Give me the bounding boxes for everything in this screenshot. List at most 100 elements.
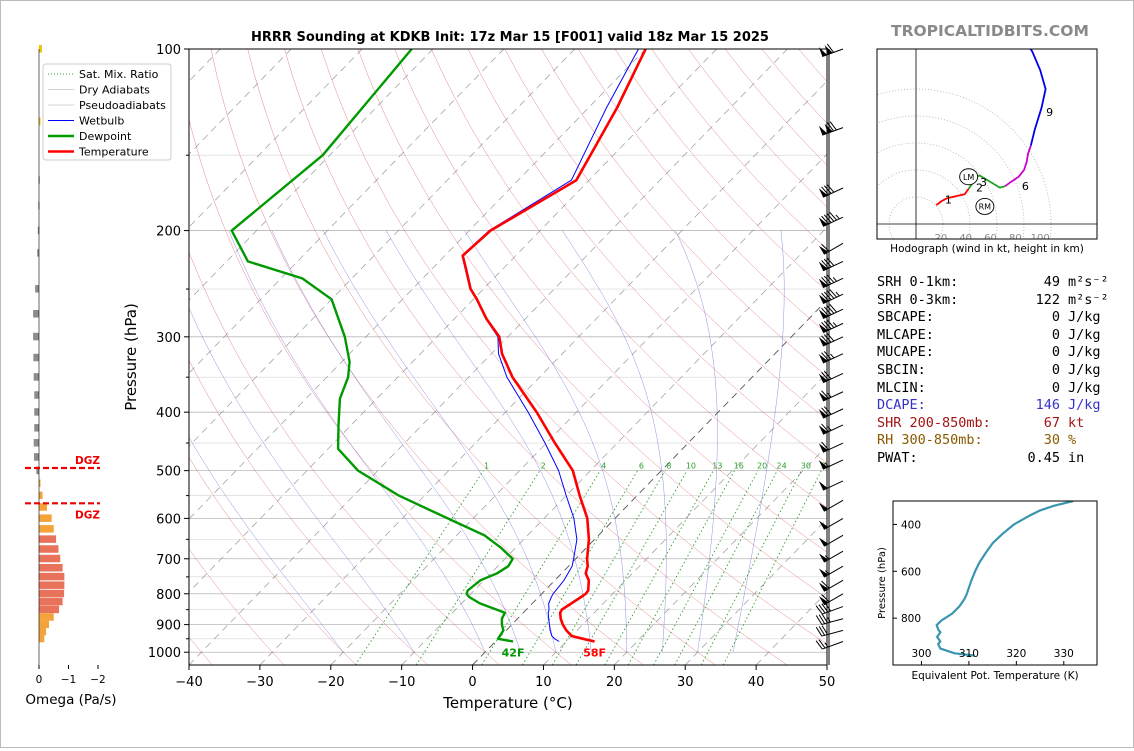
dry-adiabat [189,118,572,665]
barb-staff [823,534,844,547]
barb-full [826,332,835,342]
omega-bar [39,545,59,553]
barb-half [835,291,840,297]
dry-adiabat [504,49,827,420]
wind-barb [818,242,844,255]
stat-value: 0 [1051,379,1060,396]
barb-staff [823,565,844,578]
stat-row: MLCAPE: 0 J/kg [877,327,1109,345]
stat-label: MLCIN: [877,379,926,396]
wind-barb [818,319,844,334]
barb-flag [818,391,828,402]
barb-full [826,274,835,283]
wind-barb [815,639,844,650]
height-label: 3 [980,176,987,189]
omega-bar [39,613,54,621]
stat-value: 0.45 [1027,449,1060,466]
mixing-ratio-line [627,470,735,665]
barb-staff [822,391,844,402]
barb-full [818,626,826,636]
x-tick-label: 0 [468,675,476,690]
omega-bar [39,554,61,563]
barb-staff [822,336,844,347]
barb-staff [822,641,844,650]
legend: Sat. Mix. Ratio Dry Adiabats Pseudoadiabat… [42,63,172,161]
wind-barb [818,332,844,347]
barb-staff [822,353,844,364]
barb-flag [818,582,829,592]
barb-full [815,626,823,637]
surface-dewpoint-label: 42F [502,647,525,660]
barb-flag [818,425,828,435]
barb-full [826,184,835,193]
omega-bar [37,249,39,257]
mixing-ratio-label: 10 [686,462,696,471]
barb-half [835,214,840,220]
barb-staff [822,293,844,304]
barb-flag [818,47,828,57]
barb-full [829,121,837,131]
omega-bar [34,391,39,399]
stat-label: SBCIN: [877,361,926,378]
barb-half [825,570,830,575]
pseudoadiabat [562,230,667,653]
theta-e-y-tick-label: 400 [901,519,921,531]
mixing-ratio-line [674,470,778,665]
wind-barb [818,390,844,402]
wind-barb [818,121,844,136]
pseudoadiabat [675,230,718,653]
barb-staff [823,593,844,606]
stat-unit: m²s⁻² [1068,291,1109,308]
wind-barb [818,43,844,57]
omega-bar [33,353,39,362]
stat-unit: J/kg [1068,344,1101,361]
mixing-ratio-label: 30 [801,462,811,471]
omega-bar [39,627,47,636]
hodograph-area: 20 40 60 80 100 1 23 6 9 LM RM [877,49,1097,239]
barb-full [818,639,826,649]
barb-staff [822,277,844,289]
barb-full [821,335,829,344]
barb-full [821,407,829,416]
barb-flag [818,353,828,364]
omega-bar [39,589,65,598]
omega-panel: 0 −1 −2 Omega (Pa/s) DGZ DGZ [25,45,117,708]
stat-value: 0 [1051,309,1060,326]
barb-full [823,370,832,380]
legend-entry: Sat. Mix. Ratio [79,68,159,81]
dry-adiabat [394,49,827,553]
wind-barb [815,625,844,637]
omega-bar [39,563,63,572]
barb-flag [818,261,828,271]
pseudoadiabat [732,230,785,653]
x-tick-label: 30 [677,675,694,690]
mixing-ratio-line [604,470,714,665]
wind-barb [818,351,844,364]
wind-barb [818,517,844,530]
barb-full [823,351,832,360]
omega-bar [33,310,39,318]
stat-unit: J/kg [1068,361,1101,378]
legend-entry: Dry Adiabats [79,84,150,97]
omega-bar [33,439,39,447]
y-tick-label: 700 [156,553,181,568]
legend-box [42,63,172,161]
barb-flag [818,409,828,419]
barb-full [821,625,828,635]
omega-bar [39,479,41,487]
barb-half [832,277,838,282]
wind-barb [815,602,844,615]
barb-full [821,243,830,252]
theta-e-profile [935,501,1074,657]
omega-bar [39,45,42,53]
pseudoadiabat [464,230,627,653]
storm-motion-marker [959,168,979,186]
x-tick-label: −20 [317,675,344,690]
stat-value: 0 [1051,361,1060,378]
barb-flag [818,460,828,470]
legend-entry: Wetbulb [79,115,124,128]
omega-bar [39,491,43,500]
wind-barb [818,550,844,563]
wind-barb [818,441,844,453]
